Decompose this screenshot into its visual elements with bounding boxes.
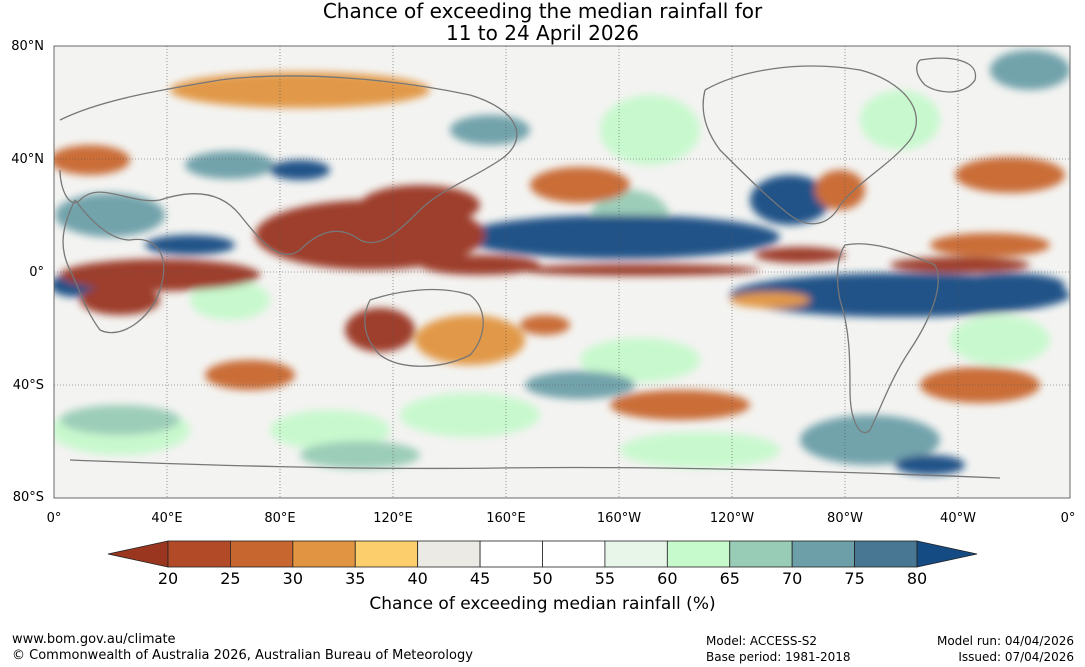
colorbar-tick-label: 20 (157, 569, 179, 588)
colorbar-segment (604, 540, 668, 568)
colorbar-label: Chance of exceeding median rainfall (%) (369, 594, 716, 614)
colorbar-tick-label: 70 (781, 569, 803, 588)
lon-label-120w: 120°W (709, 511, 755, 526)
lon-label-160e: 160°E (486, 511, 526, 526)
rainfall-probability-map (53, 45, 1071, 499)
map-title-line-1: Chance of exceeding the median rainfall … (322, 0, 763, 23)
lat-label-80s: 80°S (12, 490, 44, 505)
colorbar-tick-label: 80 (906, 569, 928, 588)
colorbar-tick-label: 45 (469, 569, 491, 588)
lon-label-0-right: 0° (1060, 511, 1076, 526)
coastlines (59, 57, 1001, 479)
colorbar-segment (417, 540, 481, 568)
map-title-line-2: 11 to 24 April 2026 (445, 21, 640, 45)
colorbar-segment (854, 540, 918, 568)
footer-issued: Issued: 07/04/2026 (958, 650, 1074, 664)
lon-label-80e: 80°E (264, 511, 296, 526)
colorbar-segment (354, 540, 419, 568)
lon-label-160w: 160°W (596, 511, 642, 526)
colorbar-segment (729, 540, 793, 568)
colorbar-segment (791, 540, 855, 568)
lat-label-equator: 0° (29, 265, 44, 280)
colorbar-tick-label: 60 (657, 569, 678, 588)
colorbar-segment (230, 540, 294, 568)
colorbar-tick-label: 75 (844, 569, 865, 588)
footer-base-period: Base period: 1981-2018 (706, 650, 851, 664)
colorbar-tick-label: 65 (719, 569, 740, 588)
colorbar-extend-high (916, 540, 978, 568)
colorbar-extend-low (107, 540, 169, 568)
footer-model: Model: ACCESS-S2 (706, 634, 818, 648)
footer-model-run: Model run: 04/04/2026 (936, 634, 1074, 648)
rainfall-anomaly-field (54, 46, 1070, 498)
colorbar-tick-label: 35 (345, 569, 366, 588)
lon-label-0-left: 0° (46, 511, 62, 526)
colorbar-segment (479, 540, 543, 568)
colorbar-segment (666, 540, 731, 568)
colorbar-segment (542, 540, 606, 568)
colorbar-tick-label: 40 (407, 569, 428, 588)
lat-label-80n: 80°N (11, 39, 44, 54)
lon-label-40e: 40°E (151, 511, 183, 526)
colorbar-segment (167, 540, 231, 568)
lon-label-120e: 120°E (373, 511, 413, 526)
colorbar-tick-label: 25 (220, 569, 241, 588)
footer-copyright: © Commonwealth of Australia 2026, Austra… (12, 648, 473, 663)
lon-label-80w: 80°W (827, 511, 863, 526)
colorbar-tick-label: 30 (282, 569, 303, 588)
colorbar-segment (292, 540, 356, 568)
lat-label-40n: 40°N (11, 152, 44, 167)
lon-label-40w: 40°W (940, 511, 976, 526)
colorbar-tick-label: 55 (594, 569, 616, 588)
lat-label-40s: 40°S (12, 378, 44, 393)
footer-website: www.bom.gov.au/climate (12, 632, 176, 647)
colorbar-tick-label: 50 (532, 569, 553, 588)
